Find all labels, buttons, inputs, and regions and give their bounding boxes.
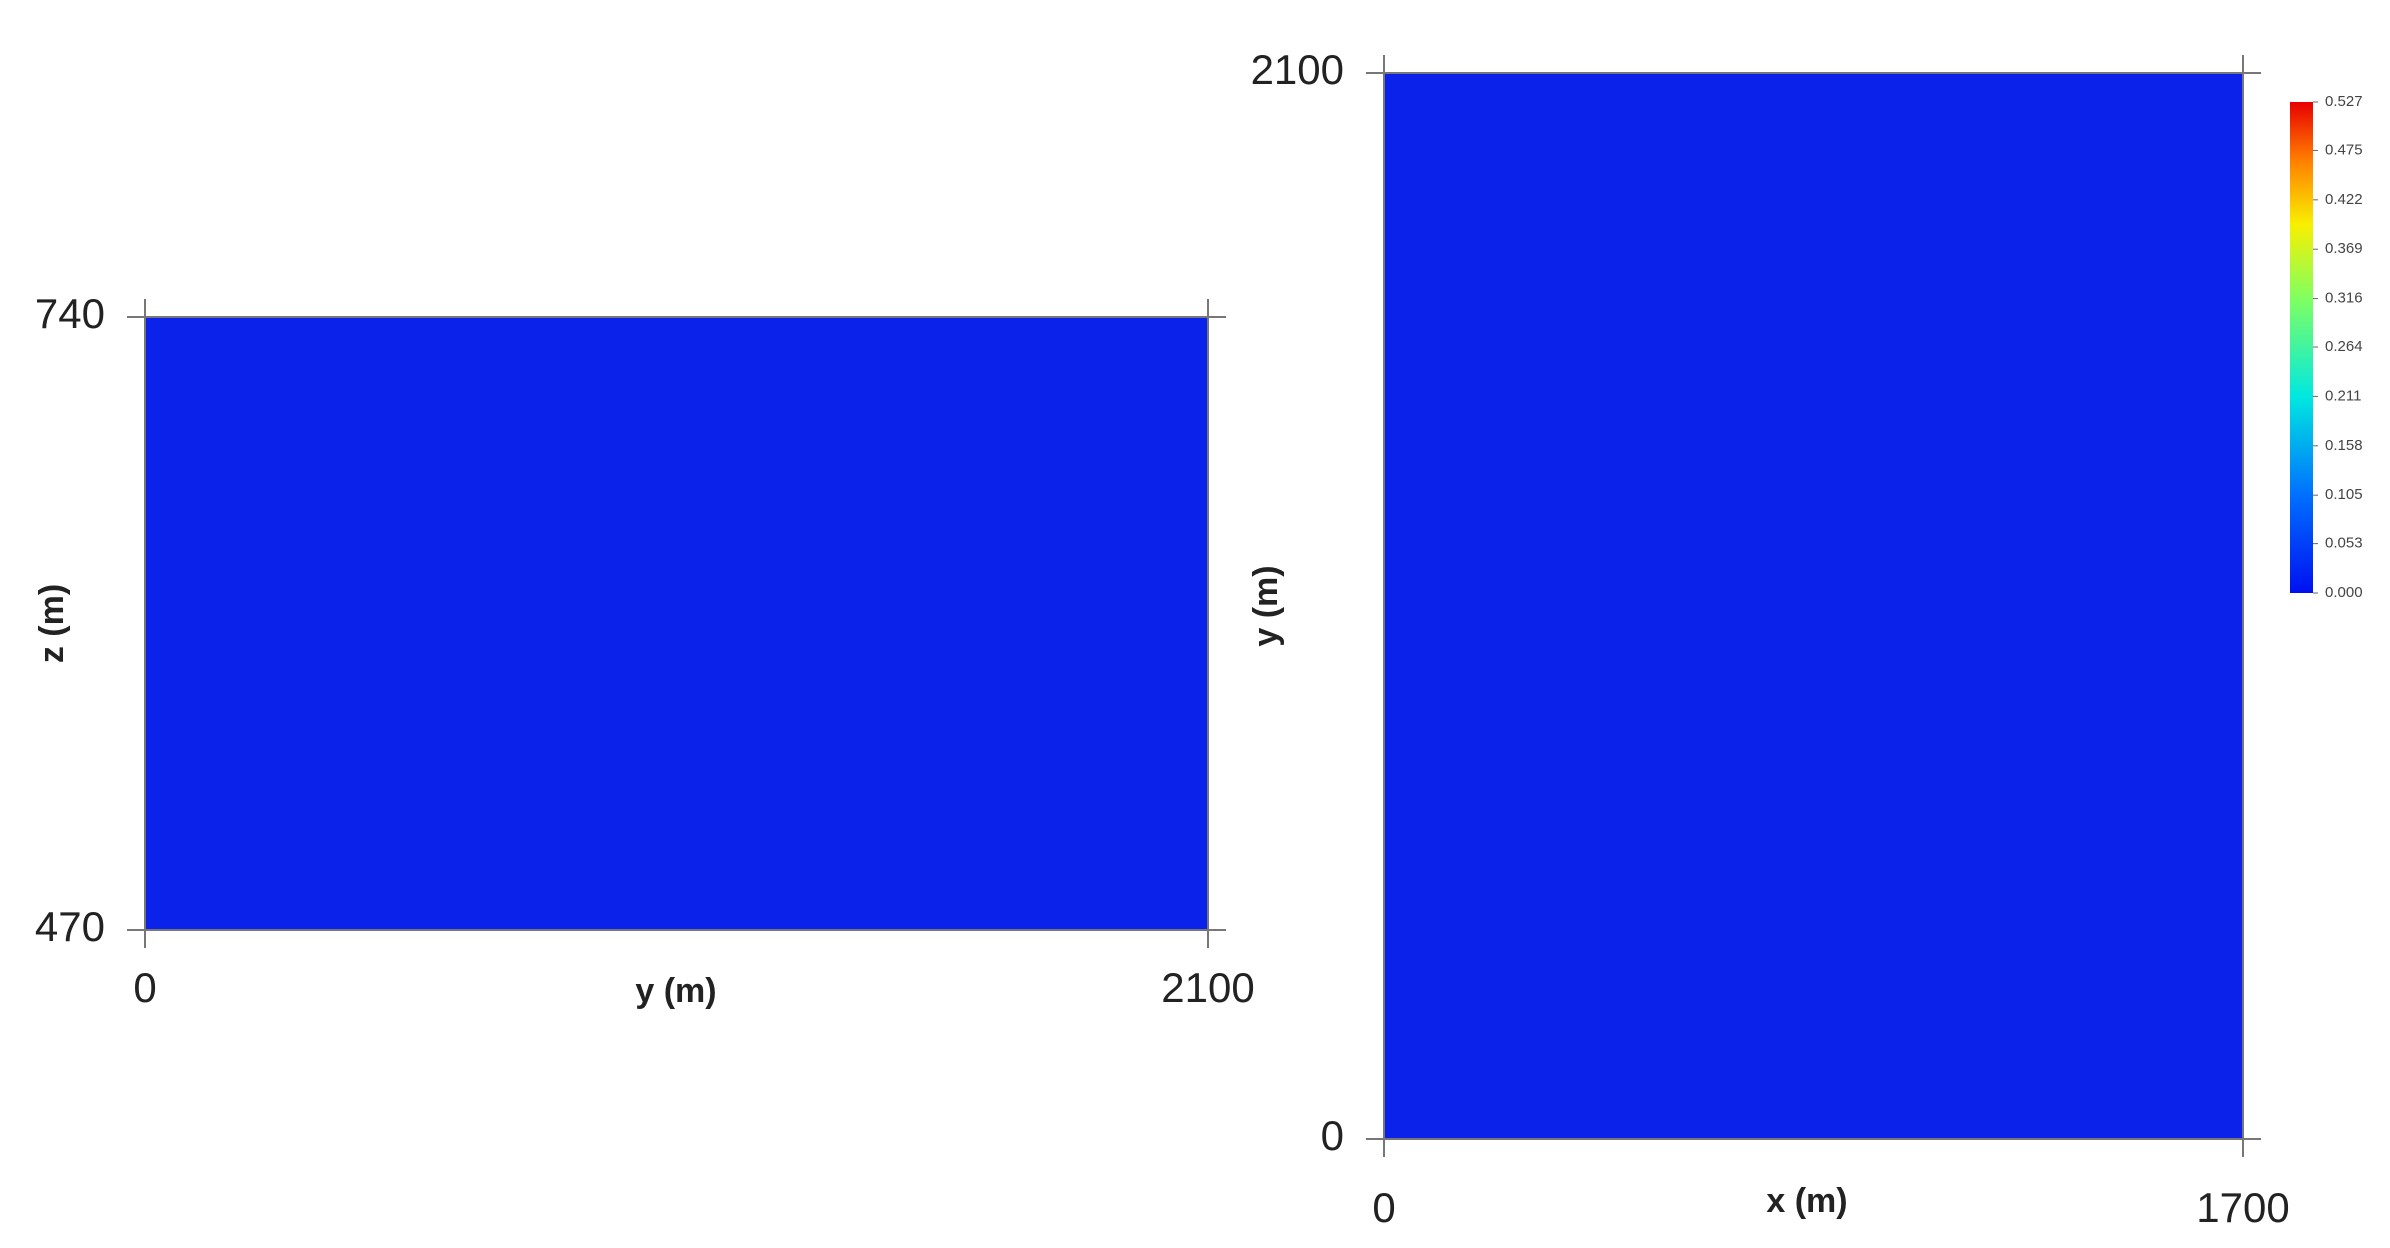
colorbar-tick-label: 0.369 (2325, 240, 2363, 257)
colorbar-tick-label: 0.211 (2325, 387, 2361, 404)
colorbar-tick-label: 0.527 (2325, 93, 2363, 110)
colorbar-tick-label: 0.105 (2325, 486, 2363, 503)
colorbar (2290, 102, 2313, 593)
colorbar-tick-label: 0.316 (2325, 290, 2363, 307)
colorbar-tick-label: 0.475 (2325, 141, 2363, 158)
x-axis-label: y (m) (635, 972, 716, 1010)
colorbar-tick-label: 0.158 (2325, 437, 2363, 454)
x-tick-label: 1700 (2196, 1184, 2289, 1231)
x-tick-label: 0 (133, 964, 156, 1011)
colorbar-tick-label: 0.053 (2325, 535, 2363, 552)
colorbar-tick-label: 0.264 (2325, 338, 2363, 355)
y-tick-label: 470 (35, 903, 105, 950)
heatmap-field (1384, 73, 2243, 1139)
y-tick-label: 0 (1321, 1112, 1344, 1159)
colorbar-tick-label: 0.422 (2325, 191, 2363, 208)
y-axis-label: z (m) (33, 584, 71, 663)
y-tick-label: 740 (35, 290, 105, 337)
y-axis-label: y (m) (1247, 565, 1285, 646)
x-axis-label: x (m) (1766, 1182, 1847, 1220)
x-tick-label: 2100 (1161, 964, 1254, 1011)
y-tick-label: 2100 (1251, 46, 1344, 93)
x-tick-label: 0 (1372, 1184, 1395, 1231)
heatmap-field (145, 317, 1208, 930)
colorbar-tick-label: 0.000 (2325, 584, 2363, 601)
